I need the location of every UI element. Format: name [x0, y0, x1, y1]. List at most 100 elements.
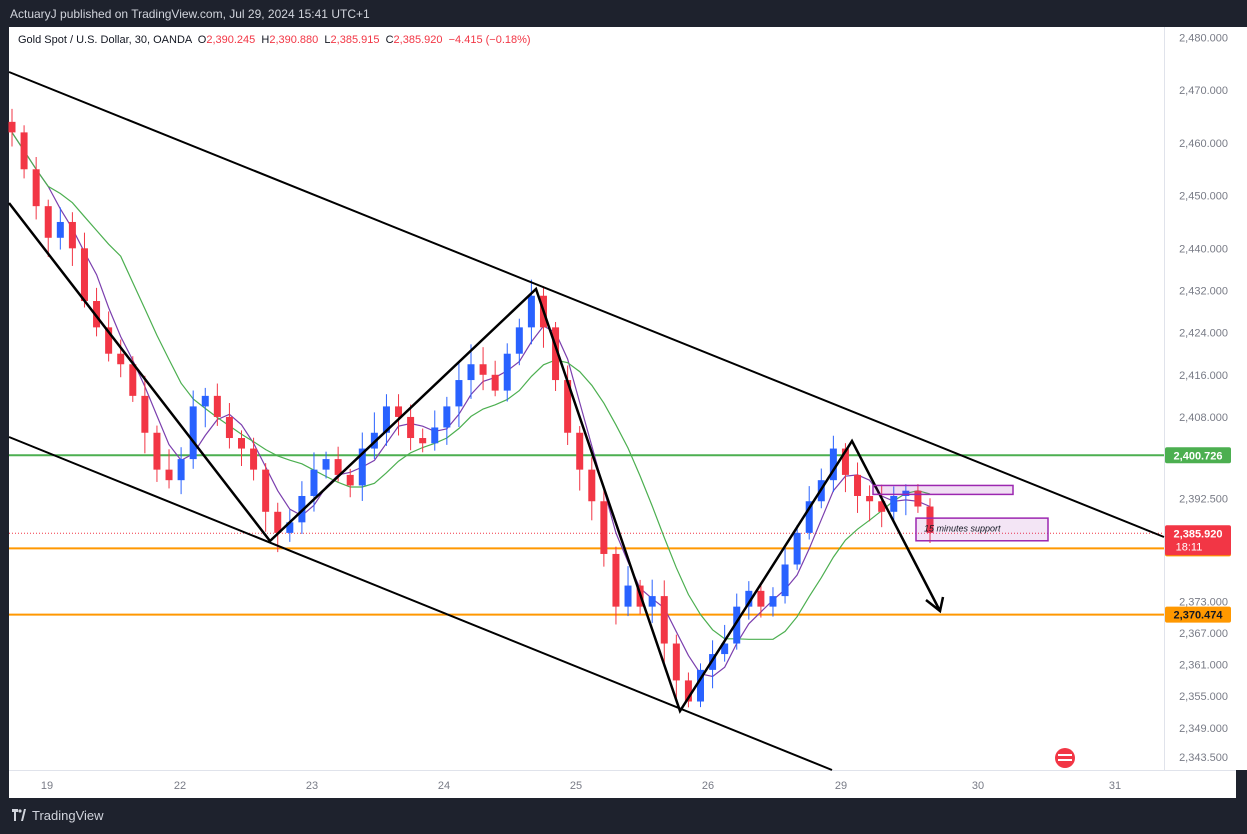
candle-body — [902, 490, 910, 496]
candle-body — [105, 327, 113, 354]
candle-body — [431, 427, 439, 444]
x-tick-label: 31 — [1109, 780, 1121, 792]
candle-body — [491, 374, 499, 391]
candle-body — [44, 206, 52, 238]
x-tick-label: 24 — [438, 780, 450, 792]
candle-body — [213, 395, 221, 417]
y-tick-label: 2,349.000 — [1179, 723, 1228, 735]
countdown-text: 18:11 — [1176, 541, 1203, 553]
candle-body — [515, 327, 523, 354]
y-tick-label: 2,408.000 — [1179, 412, 1228, 424]
x-tick-label: 25 — [570, 780, 582, 792]
candle-body — [141, 395, 149, 433]
y-tick-label: 2,367.000 — [1179, 628, 1228, 640]
candle-body — [684, 680, 692, 702]
low-label: L — [324, 34, 331, 46]
x-tick-label: 30 — [972, 780, 984, 792]
candle-body — [600, 501, 608, 554]
candle-body — [721, 643, 729, 655]
y-tick-label: 2,373.000 — [1179, 596, 1228, 608]
candle-body — [20, 132, 28, 170]
footer-bar: TradingView — [0, 798, 1247, 834]
channel-lower-line — [8, 436, 833, 771]
candle-body — [793, 532, 801, 565]
candle-body — [358, 448, 366, 486]
ma-layer — [11, 132, 931, 678]
high-value: 2,390.880 — [269, 34, 319, 46]
candle-body — [503, 353, 511, 391]
level-tag-text: 2,370.474 — [1174, 610, 1224, 622]
levels-layer — [9, 454, 1164, 616]
candle-body — [576, 432, 584, 470]
flag-stripe — [1058, 754, 1072, 756]
chart-pane[interactable] — [9, 27, 1164, 770]
y-tick-label: 2,355.000 — [1179, 691, 1228, 703]
candle-body — [878, 501, 886, 512]
y-tick-label: 2,343.500 — [1179, 752, 1228, 764]
candle-body — [395, 406, 403, 417]
y-tick-label: 2,416.000 — [1179, 370, 1228, 382]
flag-stripe — [1058, 759, 1072, 761]
x-tick-label: 22 — [174, 780, 186, 792]
candle-body — [225, 416, 233, 439]
candle-body — [346, 474, 354, 486]
candle-body — [382, 406, 390, 433]
y-tick-label: 2,480.000 — [1179, 33, 1228, 45]
candle-body — [467, 364, 475, 381]
candle-body — [117, 353, 125, 365]
x-tick-label: 29 — [835, 780, 847, 792]
left-border — [0, 27, 9, 798]
candle-body — [274, 511, 282, 533]
candle-body — [552, 327, 560, 381]
x-tick-label: 26 — [702, 780, 714, 792]
support-zone-label: 15 minutes support — [924, 523, 1001, 533]
candle-body — [648, 596, 656, 607]
candle-body — [805, 501, 813, 533]
candle-body — [479, 364, 487, 375]
candle-body — [757, 590, 765, 607]
candle-body — [407, 416, 415, 439]
candle-body — [926, 506, 934, 533]
last-price-text: 2,385.920 — [1174, 528, 1223, 540]
y-tick-label: 2,361.000 — [1179, 660, 1228, 672]
candle-body — [672, 643, 680, 681]
brand-label: TradingView — [32, 808, 104, 823]
close-value: 2,385.920 — [393, 34, 443, 46]
ohlc-legend: Gold Spot / U.S. Dollar, 30, OANDA O2,39… — [18, 34, 531, 46]
low-value: 2,385.915 — [330, 34, 380, 46]
candle-body — [660, 596, 668, 644]
level-tag-text: 2,400.726 — [1174, 450, 1223, 462]
candle-body — [419, 438, 427, 444]
arrow-head — [925, 596, 945, 614]
x-tick-label: 23 — [306, 780, 318, 792]
candle-body — [914, 490, 922, 507]
candle-body — [443, 406, 451, 428]
support-zone — [915, 517, 1049, 542]
candle-body — [165, 469, 173, 481]
candle-body — [93, 301, 101, 328]
open-label: O — [197, 34, 207, 46]
candle-body — [588, 469, 596, 502]
publisher-text: ActuaryJ published on TradingView.com, J… — [10, 7, 370, 21]
tradingview-brand[interactable]: TradingView — [12, 808, 104, 823]
candle-body — [890, 495, 898, 512]
candle-body — [841, 448, 849, 475]
resistance-zone — [872, 484, 1014, 496]
candle-body — [189, 406, 197, 460]
high-label: H — [261, 34, 270, 46]
time-scale[interactable] — [9, 770, 1236, 799]
candle-body — [697, 669, 704, 702]
candle-body — [310, 469, 318, 496]
price-scale[interactable] — [1164, 27, 1247, 770]
candle-body — [854, 474, 862, 496]
us-flag-icon — [1055, 748, 1075, 768]
candle-body — [334, 459, 342, 475]
y-tick-label: 2,440.000 — [1179, 243, 1228, 255]
drawings-layer: 15 minutes support — [8, 71, 1165, 771]
candle-body — [612, 553, 620, 607]
candle-body — [177, 459, 185, 481]
candle-body — [455, 380, 463, 407]
zigzag-pattern — [8, 202, 942, 714]
candle-body — [56, 221, 64, 238]
candle-body — [527, 295, 535, 328]
